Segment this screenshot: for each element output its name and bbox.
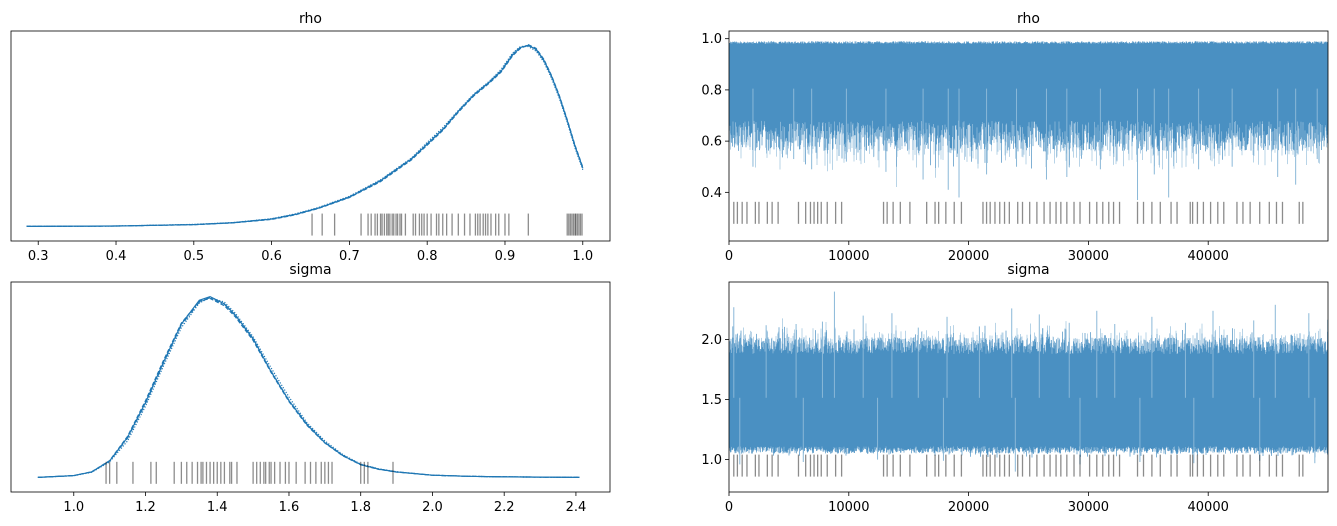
x-tick-label: 1.2 bbox=[135, 500, 156, 515]
y-tick-label: 2.0 bbox=[701, 333, 722, 348]
plot-area bbox=[26, 44, 584, 236]
x-tick-label: 0.4 bbox=[106, 249, 127, 264]
subplot-title: sigma bbox=[289, 262, 331, 278]
rug-marks bbox=[105, 461, 394, 484]
x-tick-label: 0.6 bbox=[261, 249, 282, 264]
trace-band bbox=[729, 41, 1328, 201]
x-tick-label: 2.0 bbox=[422, 500, 443, 515]
x-tick-label: 30000 bbox=[1068, 500, 1109, 515]
x-tick-label: 2.2 bbox=[494, 500, 515, 515]
trace-band-core bbox=[729, 325, 1328, 458]
density-line-dashed bbox=[37, 297, 580, 478]
x-tick-label: 1.0 bbox=[63, 500, 84, 515]
x-tick-label: 10000 bbox=[828, 249, 869, 264]
sigma-trace-panel: sigma 0 10000 20000 30000 40000 1.0 1.5 2.0 bbox=[701, 262, 1329, 515]
x-tick-label: 1.6 bbox=[279, 500, 300, 515]
x-tick-label: 20000 bbox=[948, 249, 989, 264]
x-tick-label: 20000 bbox=[948, 500, 989, 515]
x-tick-label: 30000 bbox=[1068, 249, 1109, 264]
x-tick-label: 0.3 bbox=[28, 249, 49, 264]
axes-frame bbox=[728, 30, 1329, 242]
y-tick-label: 1.5 bbox=[701, 393, 722, 408]
x-tick-label: 0.9 bbox=[495, 249, 516, 264]
axes-frame bbox=[10, 281, 611, 493]
x-tick-label: 0 bbox=[725, 500, 733, 515]
trace-band bbox=[729, 291, 1328, 472]
subplot-title: rho bbox=[299, 11, 322, 27]
y-tick-label: 0.8 bbox=[701, 83, 722, 98]
axes-frame bbox=[728, 281, 1329, 493]
x-tick-label: 40000 bbox=[1188, 500, 1229, 515]
x-tick-label: 0 bbox=[725, 249, 733, 264]
x-tick-label: 2.4 bbox=[566, 500, 587, 515]
rho-density-panel: rho 0.3 0.4 0.5 0.6 0.7 0.8 0.9 1.0 bbox=[10, 11, 611, 264]
plot-area bbox=[37, 295, 580, 484]
y-tick-label: 0.6 bbox=[701, 135, 722, 150]
y-tick-label: 1.0 bbox=[701, 32, 722, 47]
rug-marks bbox=[311, 213, 583, 236]
x-tick-label: 40000 bbox=[1188, 249, 1229, 264]
subplot-title: rho bbox=[1017, 11, 1040, 27]
sigma-density-panel: sigma 1.0 1.2 1.4 1.6 1.8 2.0 2.2 2.4 bbox=[10, 262, 611, 515]
rug-marks bbox=[733, 201, 1304, 224]
x-tick-label: 0.5 bbox=[183, 249, 204, 264]
x-tick-label: 1.4 bbox=[207, 500, 228, 515]
plot-area bbox=[729, 41, 1328, 224]
trace-band-fringe bbox=[729, 318, 1328, 354]
x-tick-label: 1.0 bbox=[572, 249, 593, 264]
density-line-dotted bbox=[37, 296, 580, 478]
density-line-dashdot bbox=[37, 296, 580, 478]
x-tick-label: 10000 bbox=[828, 500, 869, 515]
density-line-dashdot bbox=[26, 44, 584, 227]
trace-band-core bbox=[729, 41, 1328, 169]
y-tick-label: 0.4 bbox=[701, 186, 722, 201]
x-tick-label: 1.8 bbox=[350, 500, 371, 515]
x-tick-label: 0.8 bbox=[417, 249, 438, 264]
rho-trace-panel: rho 0 10000 20000 30000 40000 0.4 0.6 0.8 1.0 bbox=[701, 11, 1329, 264]
axes-frame bbox=[10, 30, 611, 242]
subplot-title: sigma bbox=[1007, 262, 1049, 278]
plot-area bbox=[729, 291, 1328, 477]
x-tick-label: 0.7 bbox=[339, 249, 360, 264]
rug-marks bbox=[733, 454, 1304, 477]
y-tick-label: 1.0 bbox=[701, 453, 722, 468]
